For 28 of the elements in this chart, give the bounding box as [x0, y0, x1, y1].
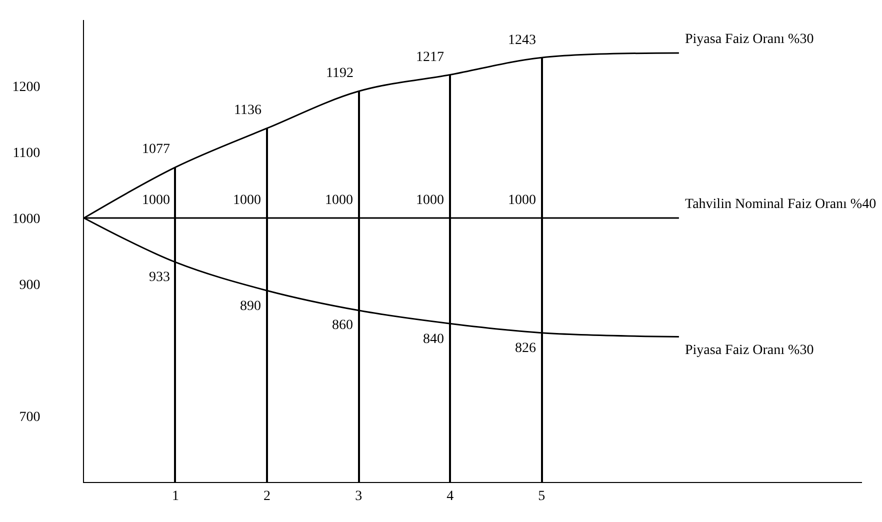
data-label: 1000: [142, 193, 170, 208]
x-tick-label: 1: [172, 488, 180, 504]
data-label: 933: [149, 270, 170, 285]
series-label: Tahvilin Nominal Faiz Oranı %40: [685, 197, 876, 212]
data-label: 1217: [416, 50, 444, 65]
y-tick-label: 1100: [12, 146, 40, 161]
series-label: Piyasa Faiz Oranı %30: [685, 343, 814, 358]
data-label: 1000: [233, 193, 261, 208]
y-tick-label: 700: [19, 410, 40, 425]
data-label: 1192: [326, 66, 354, 81]
data-label: 1000: [508, 193, 536, 208]
y-tick-label: 1200: [12, 80, 40, 95]
data-label: 860: [332, 318, 353, 333]
data-label: 1077: [142, 142, 170, 157]
x-tick-label: 2: [264, 488, 271, 504]
y-tick-label: 900: [19, 278, 40, 293]
data-label: 1243: [508, 33, 536, 48]
y-tick-label: 1000: [12, 212, 40, 227]
data-label: 890: [240, 299, 261, 314]
x-tick-label: 3: [355, 488, 362, 504]
data-label: 1000: [325, 193, 353, 208]
data-label: 1000: [416, 193, 444, 208]
data-label: 826: [515, 341, 536, 356]
data-label: 840: [423, 332, 444, 347]
series-label: Piyasa Faiz Oranı %30: [685, 32, 814, 47]
x-tick-label: 5: [538, 488, 546, 504]
x-tick-label: 4: [446, 488, 454, 504]
data-label: 1136: [234, 103, 262, 118]
